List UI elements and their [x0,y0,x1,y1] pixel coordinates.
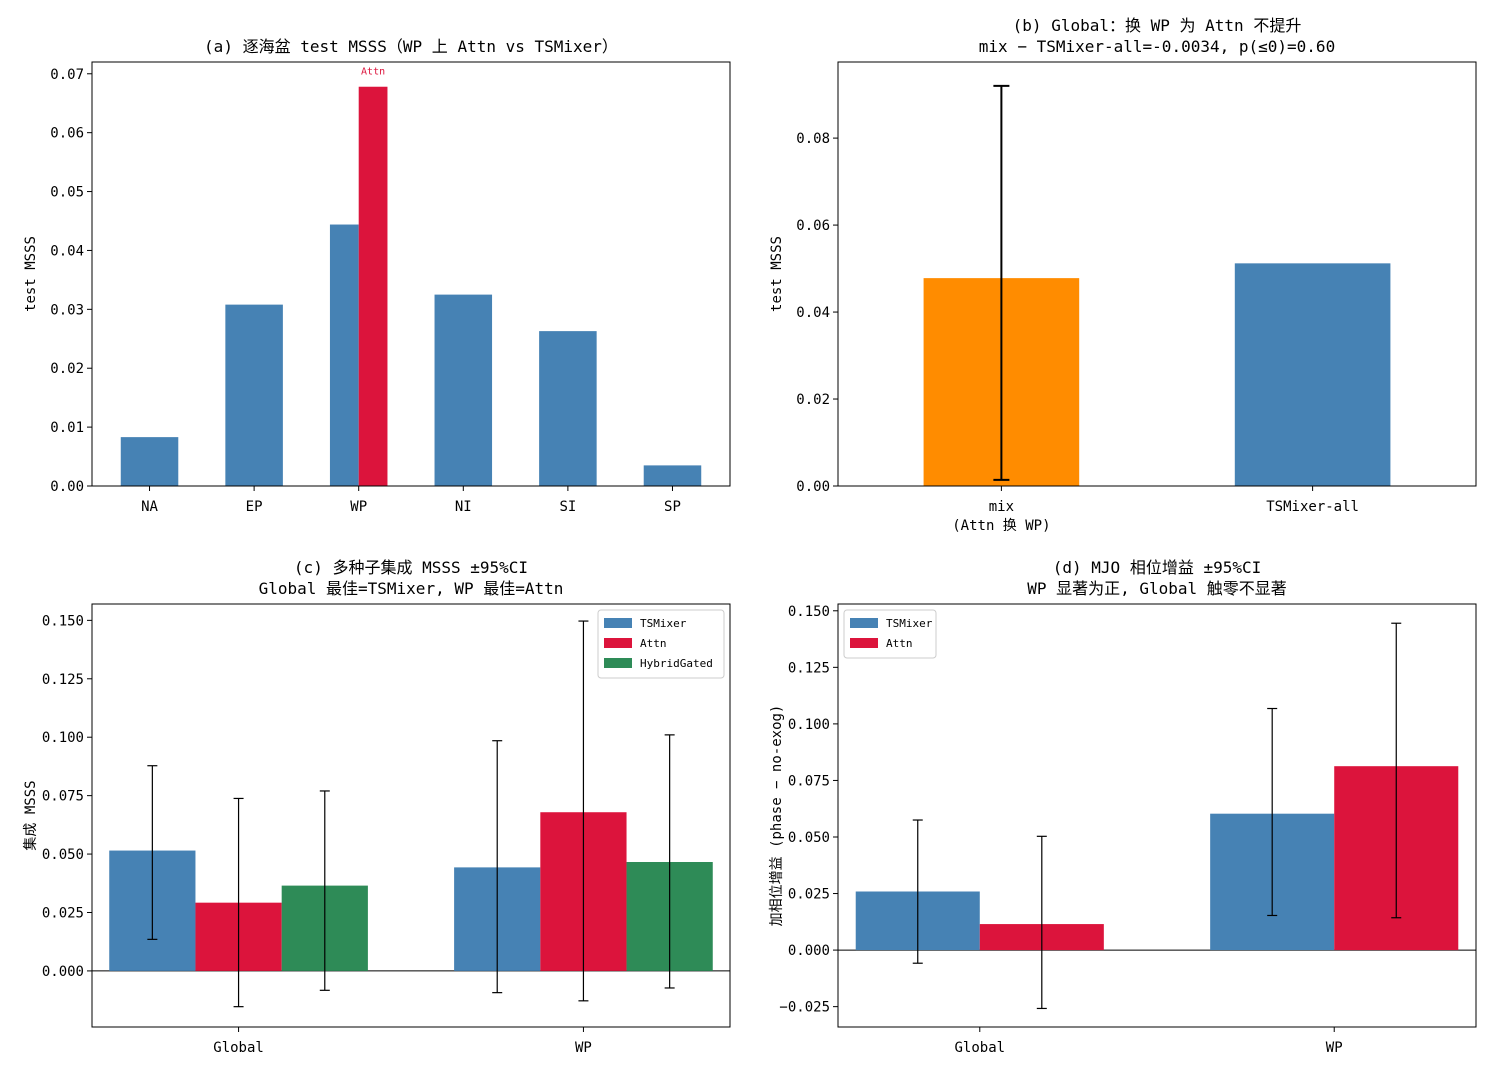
panel-a-xtick-label: SP [664,499,681,515]
panel-d-xtick-label: WP [1326,1040,1343,1056]
panel-a: NA EP Attn WP NI SI SP 0.00 0.01 0.02 0.03 0.04 0.05… [23,37,731,515]
panel-a-ytick-label: 0.05 [50,185,84,201]
panel-d-ytick-label: 0.125 [788,660,830,676]
panel-d-ytick-label: 0.100 [788,717,830,733]
panel-c-ytick-label: 0.100 [42,730,84,746]
panel-a-bar-EP [225,304,283,486]
panel-a-ytick-label: 0.07 [50,67,84,83]
panel-b-title: mix − TSMixer-all=-0.0034, p(≤0)=0.60 [979,37,1335,56]
panel-d-xtick-label: Global [954,1040,1005,1056]
panel-d-ytick-label: 0.000 [788,943,830,959]
panel-a-frame [91,61,731,487]
panel-d: Global WP −0.025 0.000 0.025 0.050 0.075 0.100 0… [769,558,1477,1056]
panel-a-ytick-label: 0.04 [50,243,84,259]
panel-d-ylabel: 加相位增益 (phase − no-exog) [769,705,785,927]
panel-d-legend: TSMixer Attn [843,609,937,659]
panel-a-xtick-label: WP [350,499,367,515]
panel-d-title: (d) MJO 相位增益 ±95%CI [1053,558,1262,577]
panel-a-xtick-label: NA [141,499,158,515]
panel-a-xtick-label: EP [246,499,263,515]
panel-a-bar-NI [434,294,493,486]
panel-d-legend-swatch [850,638,878,648]
panel-a-ytick-label: 0.01 [50,420,84,436]
panel-b-ytick-label: 0.00 [796,479,830,495]
panel-a-ytick-label: 0.02 [50,361,84,377]
panel-b-xtick-label: (Attn 换 WP) [952,517,1050,534]
panel-d-legend-label: TSMixer [886,617,933,630]
panel-a-ylabel: test MSSS [23,236,39,312]
panel-a-title: (a) 逐海盆 test MSSS（WP 上 Attn vs TSMixer） [204,37,618,56]
panel-c-xtick-label: Global [213,1040,264,1056]
panel-c-legend-label: TSMixer [640,617,687,630]
panel-c-legend-label: HybridGated [640,657,713,670]
panel-a-ytick-label: 0.00 [50,479,84,495]
panel-c-legend-swatch [604,638,632,648]
panel-b-ytick-label: 0.04 [796,305,830,321]
panel-c-ytick-label: 0.125 [42,672,84,688]
panel-b: mix (Attn 换 WP) TSMixer-all 0.00 0.02 0.04 0.0… [769,16,1477,534]
panel-a-ytick-label: 0.03 [50,302,84,318]
panel-d-legend-swatch [850,618,878,628]
panel-c-legend-swatch [604,618,632,628]
panel-c-ytick-label: 0.050 [42,847,84,863]
panel-d-ytick-label: 0.075 [788,773,830,789]
panel-d-ytick-label: 0.050 [788,830,830,846]
panel-a-bar-SI [539,331,597,486]
panel-c: Global WP 0.000 0.025 0.050 0.075 0.100 0.125 0.… [22,558,731,1056]
panel-b-ytick-label: 0.02 [796,392,830,408]
panel-d-ytick-label: 0.025 [788,887,830,903]
panel-d-legend-label: Attn [886,637,913,650]
panel-c-xtick-label: WP [575,1040,592,1056]
panel-b-xtick-label: TSMixer-all [1266,499,1359,515]
panel-c-title: (c) 多种子集成 MSSS ±95%CI [294,558,528,577]
panel-d-ytick-label: −0.025 [779,1000,830,1016]
panel-a-bar-SP [643,465,702,486]
panel-d-ytick-label: 0.150 [788,604,830,620]
panel-c-title: Global 最佳=TSMixer, WP 最佳=Attn [259,579,564,598]
panel-b-xtick-label: mix [989,499,1014,515]
panel-b-ytick-label: 0.06 [796,218,830,234]
panel-c-ylabel: 集成 MSSS [22,780,39,850]
panel-a-xtick-label: SI [559,499,576,515]
panel-c-ytick-label: 0.150 [42,613,84,629]
panel-b-ylabel: test MSSS [769,236,785,312]
panel-d-frame [837,603,1477,1028]
panel-a-bar-WP [329,224,359,487]
panel-a-attn-annotation: Attn [361,67,385,78]
panel-b-title: (b) Global：换 WP 为 Attn 不提升 [1013,16,1302,35]
panel-a-ytick-label: 0.06 [50,126,84,142]
panel-c-legend: TSMixer Attn HybridGated [597,609,725,679]
panel-b-frame [837,61,1477,487]
panel-b-ytick-label: 0.08 [796,131,830,147]
panel-c-ytick-label: 0.025 [42,905,84,921]
panel-c-frame [91,603,731,1028]
panel-b-bar-1 [1234,263,1391,486]
panel-d-title: WP 显著为正, Global 触零不显著 [1027,579,1287,598]
panel-a-xtick-label: NI [455,499,472,515]
panel-c-legend-label: Attn [640,637,667,650]
panel-c-ytick-label: 0.075 [42,789,84,805]
panel-c-ytick-label: 0.000 [42,964,84,980]
panel-a-bar-WP-attn [358,86,388,486]
panel-a-bar-NA [120,437,179,486]
panel-c-legend-swatch [604,658,632,668]
